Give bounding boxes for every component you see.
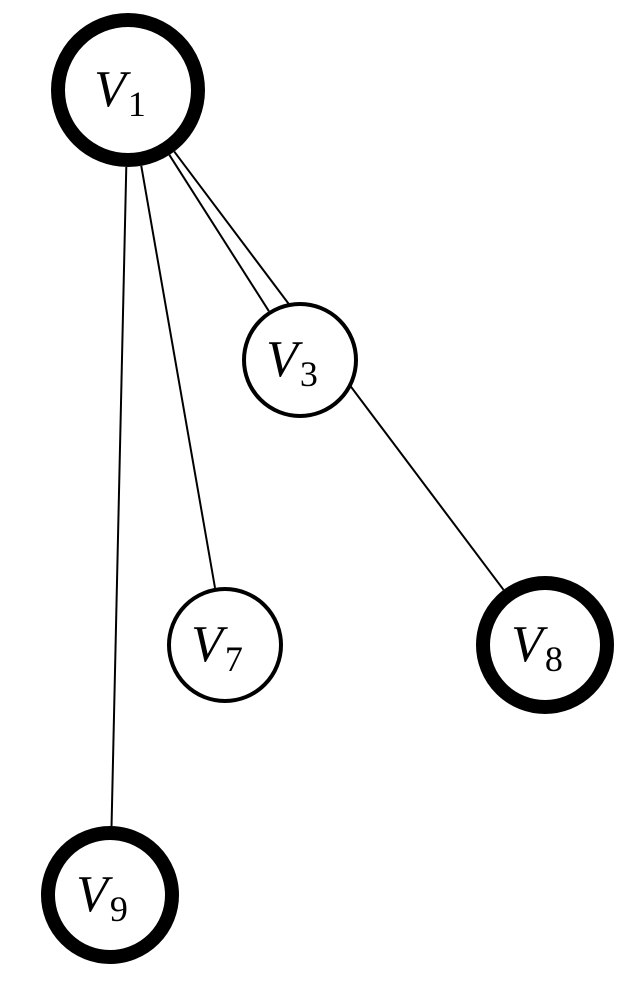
nodes-layer: V1 V3 V7 V8 V9	[48, 20, 607, 957]
edge-v1-v7	[141, 166, 215, 588]
node-v3: V3	[244, 304, 356, 416]
graph-diagram: V1 V3 V7 V8 V9	[0, 0, 638, 988]
node-v1: V1	[58, 20, 198, 160]
node-v7: V7	[169, 589, 281, 701]
node-v8: V8	[483, 583, 607, 707]
edge-v1-v9	[112, 167, 127, 826]
node-v9: V9	[48, 833, 172, 957]
edge-v1-v3	[169, 155, 268, 311]
edges-layer	[112, 152, 504, 826]
